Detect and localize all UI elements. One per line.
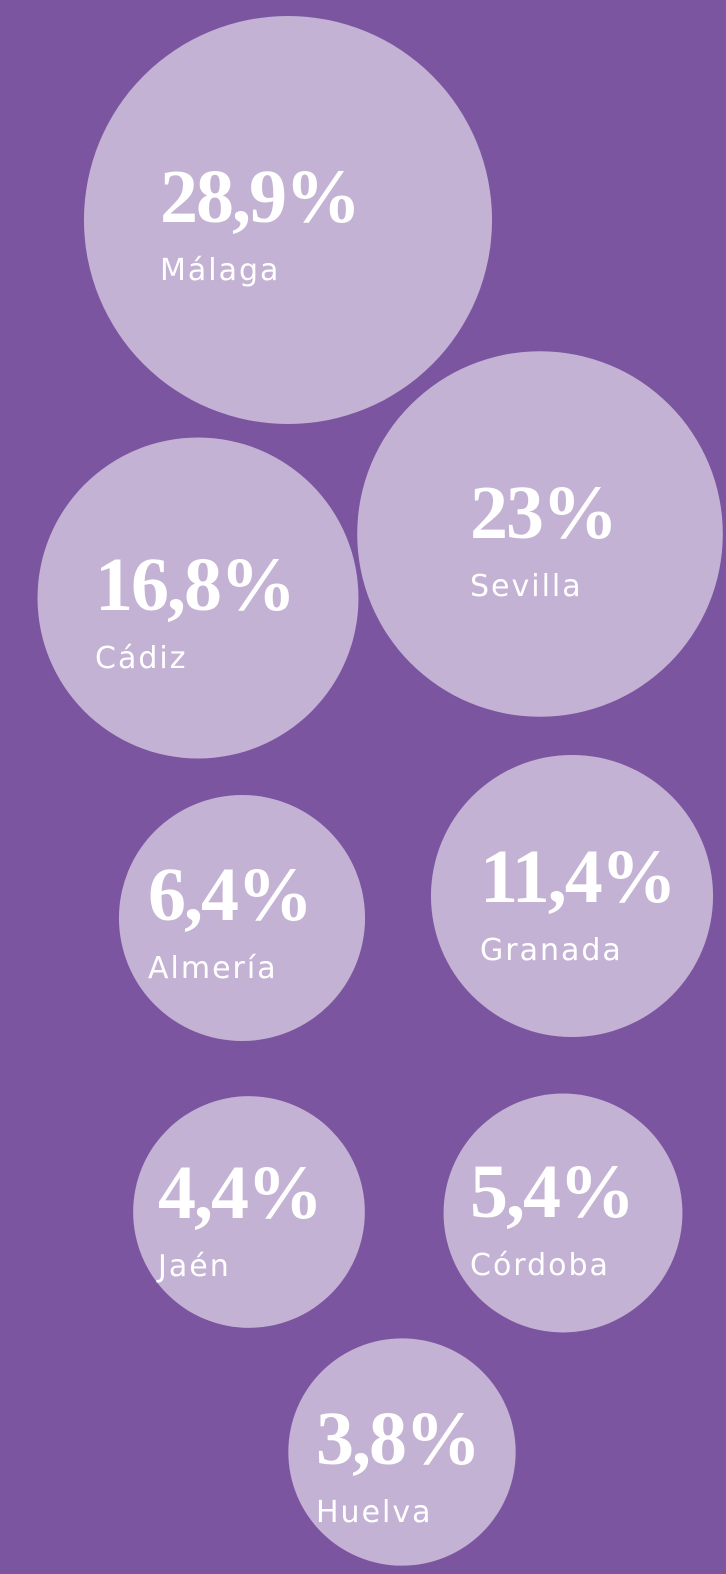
category-label: Almería xyxy=(148,951,278,986)
bubble xyxy=(118,794,366,1042)
category-label: Cádiz xyxy=(95,641,187,676)
category-label: Huelva xyxy=(316,1495,433,1530)
value-label: 3,8% xyxy=(316,1397,479,1481)
category-label: Córdoba xyxy=(470,1248,610,1283)
value-label: 28,9% xyxy=(160,155,359,239)
bubble xyxy=(288,1338,516,1566)
bubble xyxy=(37,437,359,759)
category-label: Sevilla xyxy=(470,569,583,604)
value-label: 6,4% xyxy=(148,853,311,937)
category-label: Granada xyxy=(480,933,623,968)
value-label: 23% xyxy=(470,471,616,555)
value-label: 5,4% xyxy=(470,1150,633,1234)
value-label: 11,4% xyxy=(480,835,675,919)
bubble xyxy=(133,1096,365,1328)
category-label: Málaga xyxy=(160,253,280,288)
bubble xyxy=(83,15,493,425)
bubble xyxy=(357,351,723,717)
value-label: 16,8% xyxy=(95,543,294,627)
value-label: 4,4% xyxy=(158,1151,321,1235)
bubble xyxy=(443,1093,683,1333)
category-label: Jaén xyxy=(156,1249,231,1284)
bubble xyxy=(430,754,714,1038)
